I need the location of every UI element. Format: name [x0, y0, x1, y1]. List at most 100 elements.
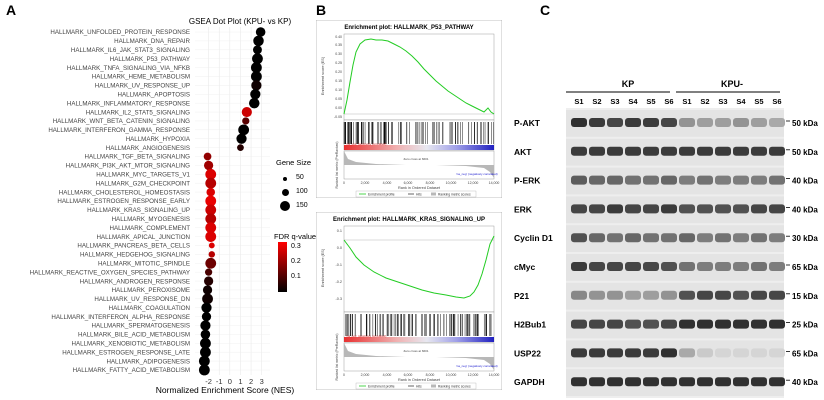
blot-band [733, 204, 749, 214]
y-tick: -0.2 [335, 280, 342, 284]
blot-band [751, 146, 767, 156]
dot-plot-xlabel: Normalized Enrichment Score (NES) [156, 385, 295, 395]
x-tick: 6,000 [404, 181, 413, 185]
lane-label: S1 [682, 97, 691, 106]
blot-size-label: 15 kDa [792, 292, 818, 301]
y-tick: 0.15 [335, 79, 342, 83]
y-tick: 0.05 [335, 97, 342, 101]
term-label: HALLMARK_COAGULATION [109, 305, 190, 312]
term-label: HALLMARK_WNT_BETA_CATENIN_SIGNALING [53, 118, 190, 125]
blot-protein-label: P21 [514, 291, 529, 301]
nes-dot [252, 45, 262, 55]
x-tick: 8,000 [426, 373, 435, 377]
blot-band [607, 146, 623, 156]
blot-protein-label: GAPDH [514, 377, 545, 387]
x-tick: 6,000 [404, 373, 413, 377]
blot-band [751, 348, 767, 358]
blot-band [661, 233, 677, 243]
blot-band [715, 348, 731, 358]
term-label: HALLMARK_XENOBIOTIC_METABOLISM [71, 341, 190, 348]
blot-band [589, 204, 605, 214]
nes-dot [201, 312, 212, 322]
term-label: HALLMARK_FATTY_ACID_METABOLISM [73, 367, 190, 374]
nes-dot [200, 346, 211, 358]
neg-correlated-label: 'na_neg' (negatively correlated) [456, 364, 498, 368]
x-tick: 4,000 [383, 181, 392, 185]
blot-band [589, 118, 605, 127]
nes-dot [205, 168, 217, 180]
rank-x-ticks: 0 2,000 4,000 6,000 8,000 10,000 12,000 … [343, 181, 499, 185]
blot-band [679, 262, 695, 271]
nes-dot [250, 89, 261, 100]
blot-band [715, 204, 731, 214]
blot-band [769, 118, 785, 127]
lane-label: S2 [700, 97, 709, 106]
term-label: HALLMARK_PI3K_AKT_MTOR_SIGNALING [66, 163, 191, 170]
blot-band [571, 348, 587, 358]
zero-cross-label: Zero cross at 6601 [403, 349, 428, 353]
blot-band [589, 290, 605, 300]
nes-dot [205, 231, 217, 242]
blot-band [589, 146, 605, 156]
blot-band [643, 118, 659, 127]
enrichment-profile-line [343, 38, 495, 115]
blot-band [607, 290, 623, 300]
x-tick: 2,000 [361, 181, 370, 185]
legend-entry: Enrichment profile [368, 385, 395, 389]
term-label: HALLMARK_APICAL_JUNCTION [96, 234, 190, 241]
blot-band [625, 175, 641, 185]
enrichment-plot-title: Enrichment plot: HALLMARK_KRAS_SIGNALING… [333, 217, 485, 223]
term-label: HALLMARK_UV_RESPONSE_UP [95, 83, 190, 90]
lane-label: S1 [574, 97, 583, 106]
term-label: HALLMARK_DNA_REPAIR [114, 38, 190, 45]
blot-band [643, 233, 659, 243]
blot-band [679, 377, 695, 387]
blot-band [571, 262, 587, 271]
color-legend-title: FDR q-value [274, 232, 317, 241]
pos-correlated-label: 'na_pos' (positively correlated) [346, 334, 386, 338]
blot-band [625, 290, 641, 300]
term-label: HALLMARK_INTERFERON_GAMMA_RESPONSE [48, 127, 190, 134]
lane-label: S3 [610, 97, 619, 106]
term-label: HALLMARK_P53_PATHWAY [110, 56, 190, 63]
enrichment-plot-title: Enrichment plot: HALLMARK_P53_PATHWAY [344, 25, 473, 31]
blot-band [625, 118, 641, 127]
color-legend: FDR q-value 0.3 0.2 0.1 [274, 232, 336, 294]
blot-band [607, 204, 623, 214]
term-label: HALLMARK_UNFOLDED_PROTEIN_RESPONSE [50, 29, 190, 36]
y-tick: 0.30 [335, 52, 342, 56]
blot-band [769, 290, 785, 300]
nes-dot [203, 276, 214, 286]
term-label: HALLMARK_ANGIOGENESIS [106, 145, 190, 152]
blot-band [625, 348, 641, 358]
blot-band [715, 118, 731, 127]
blot-band [643, 262, 659, 271]
blot-band [625, 204, 641, 214]
term-label: HALLMARK_UV_RESPONSE_DN [94, 296, 190, 303]
blot-size-label: 50 kDa [792, 119, 818, 128]
blot-band [643, 377, 659, 387]
blot-band [715, 319, 731, 329]
blot-size-label: 40 kDa [792, 205, 818, 214]
y-tick: 0.40 [335, 35, 342, 39]
blot-band [589, 233, 605, 243]
blot-size-label: 50 kDa [792, 148, 818, 157]
rank-metric-label: Ranked list metric (PreRanked) [335, 333, 339, 380]
enrichment-plot-p53: Enrichment plot: HALLMARK_P53_PATHWAY 0.… [316, 20, 502, 198]
nes-dot [205, 213, 217, 225]
blot-band [661, 377, 677, 387]
blot-band [769, 348, 785, 358]
blot-band [733, 175, 749, 185]
nes-dot [198, 364, 210, 376]
nes-dot [198, 355, 210, 367]
blot-band [679, 146, 695, 156]
blot-band [697, 118, 713, 127]
nes-dot [205, 222, 217, 234]
hits-barcode [343, 122, 494, 144]
blot-band [751, 118, 767, 127]
blot-band [643, 290, 659, 300]
term-label: HALLMARK_BILE_ACID_METABOLISM [78, 332, 190, 339]
lane-label: S5 [754, 97, 763, 106]
nes-dot [250, 62, 262, 73]
blot-protein-label: cMyc [514, 262, 536, 272]
